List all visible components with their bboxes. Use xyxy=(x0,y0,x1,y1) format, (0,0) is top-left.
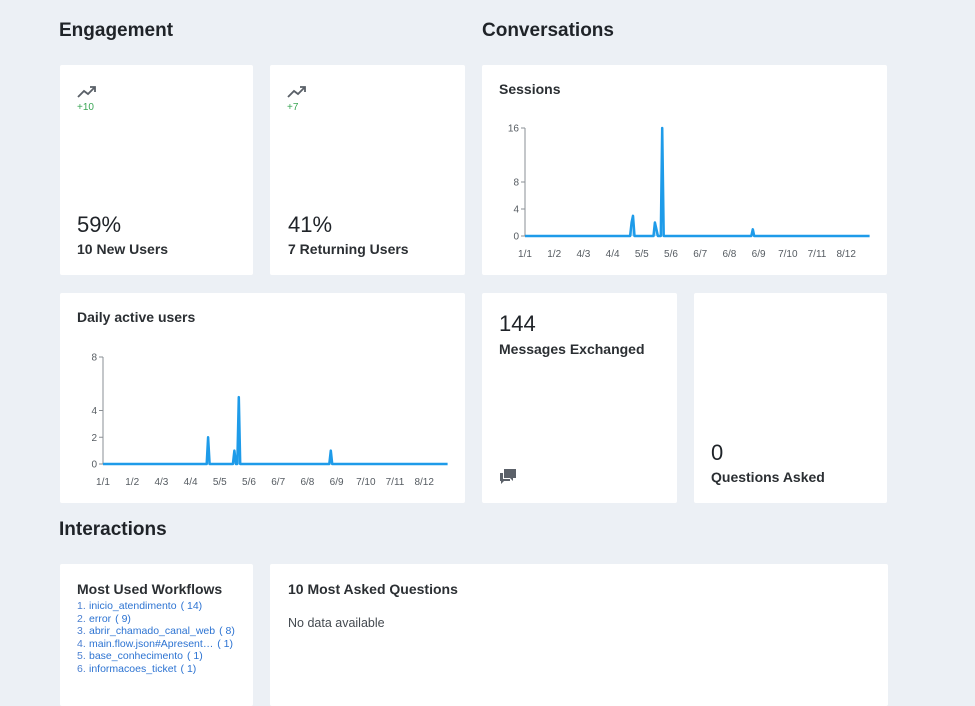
x-tick-label: 7/11 xyxy=(808,249,827,260)
x-tick-label: 6/7 xyxy=(271,477,285,488)
series-line xyxy=(525,126,870,238)
x-tick-label: 8/12 xyxy=(414,477,434,488)
workflow-count: ( 1) xyxy=(186,650,203,663)
trending-up-icon xyxy=(287,86,306,98)
list-item[interactable]: 3. abrir_chamado_canal_web( 8) xyxy=(77,625,247,638)
workflow-number: 6. xyxy=(77,662,86,675)
series-area xyxy=(103,397,448,464)
returning-users-percent: 41% xyxy=(288,212,333,237)
x-tick-label: 6/8 xyxy=(722,249,736,260)
workflow-count: ( 9) xyxy=(115,612,131,625)
workflow-count: ( 8) xyxy=(219,625,235,638)
x-tick-label: 5/5 xyxy=(635,249,649,260)
x-tick-label: 7/10 xyxy=(778,249,798,260)
workflows-title: Most Used Workflows xyxy=(77,581,223,597)
x-tick-label: 7/11 xyxy=(386,477,405,488)
engagement-section-title: Engagement xyxy=(59,20,174,41)
workflows-card: Most Used Workflows 1. inicio_atendimento… xyxy=(60,564,253,706)
x-tick-label: 4/3 xyxy=(576,249,590,260)
dau-chart: 0 2 4 8 1/1 1/2 4/3 4/4 5/5 5/6 6/7 6/8 6/9 7/10 7/11 8… xyxy=(91,353,448,488)
workflow-number: 4. xyxy=(77,637,86,650)
workflow-link[interactable]: base_conhecimento xyxy=(89,650,183,663)
messages-label: Messages Exchanged xyxy=(499,341,645,357)
workflow-number: 2. xyxy=(77,612,86,625)
y-tick-label: 2 xyxy=(91,433,97,444)
series-area xyxy=(525,128,870,236)
y-tick-label: 16 xyxy=(508,124,520,135)
list-item[interactable]: 4. main.flow.json#Apresent… ( 1) xyxy=(77,638,247,651)
list-item[interactable]: 2. error( 9) xyxy=(77,613,247,626)
x-tick-label: 1/2 xyxy=(125,477,139,488)
y-tick-label: 8 xyxy=(91,353,97,364)
messages-card: 144 Messages Exchanged xyxy=(482,293,677,503)
x-tick-label: 1/2 xyxy=(547,249,561,260)
chat-bubbles-icon xyxy=(500,469,516,484)
no-data-message: No data available xyxy=(288,616,385,630)
workflow-number: 5. xyxy=(77,650,86,663)
workflows-list: 1. inicio_atendimento( 14) 2. error( 9) 3.… xyxy=(77,600,247,676)
workflow-count: ( 1) xyxy=(180,662,197,675)
workflow-link[interactable]: inicio_atendimento xyxy=(89,600,177,612)
messages-count: 144 xyxy=(499,311,536,336)
y-tick-label: 4 xyxy=(513,205,519,216)
y-tick-label: 4 xyxy=(91,406,97,417)
x-tick-label: 5/6 xyxy=(664,249,678,260)
workflow-link[interactable]: informacoes_ticket xyxy=(89,662,177,675)
workflow-number: 3. xyxy=(77,625,86,638)
new-users-card: +10 59% 10 New Users xyxy=(60,65,253,275)
new-users-label: 10 New Users xyxy=(77,241,169,257)
workflow-link[interactable]: error xyxy=(89,612,112,625)
returning-users-card: +7 41% 7 Returning Users xyxy=(270,65,465,275)
interactions-section-title: Interactions xyxy=(59,519,167,540)
sessions-card: Sessions 0 4 8 16 1/1 1/2 4/3 4/4 5/5 5/6 6/7 6/8 6/… xyxy=(482,65,887,275)
x-tick-label: 8/12 xyxy=(836,249,856,260)
workflow-link[interactable]: main.flow.json#Apresent… xyxy=(89,637,213,650)
x-tick-label: 6/9 xyxy=(752,249,766,260)
y-tick-label: 0 xyxy=(513,232,519,243)
workflow-link[interactable]: abrir_chamado_canal_web xyxy=(89,625,216,638)
asked-questions-card: 10 Most Asked Questions No data availabl… xyxy=(270,564,888,706)
x-tick-label: 1/1 xyxy=(518,249,532,260)
sessions-chart: 0 4 8 16 1/1 1/2 4/3 4/4 5/5 5/6 6/7 6/8 6/9 7/10 7/11… xyxy=(508,124,870,260)
questions-card: 0 Questions Asked xyxy=(694,293,887,503)
x-tick-label: 6/8 xyxy=(300,477,314,488)
x-tick-label: 4/4 xyxy=(606,249,620,260)
x-tick-label: 6/9 xyxy=(330,477,344,488)
dau-chart-title: Daily active users xyxy=(77,309,196,325)
x-tick-label: 1/1 xyxy=(96,477,110,488)
list-item[interactable]: 1. inicio_atendimento( 14) xyxy=(77,600,247,613)
x-tick-label: 6/7 xyxy=(693,249,707,260)
asked-questions-title: 10 Most Asked Questions xyxy=(288,581,458,597)
dau-card: Daily active users 0 2 4 8 1/1 1/2 4/3 4/4 5/5 5/… xyxy=(60,293,465,503)
returning-users-label: 7 Returning Users xyxy=(288,241,409,257)
workflow-count: ( 14) xyxy=(180,600,203,612)
new-users-percent: 59% xyxy=(77,212,122,237)
questions-label: Questions Asked xyxy=(711,469,825,485)
y-tick-label: 8 xyxy=(513,178,519,189)
returning-users-delta: +7 xyxy=(287,102,299,113)
workflow-count: ( 1) xyxy=(217,637,233,650)
x-tick-label: 5/6 xyxy=(242,477,256,488)
new-users-delta: +10 xyxy=(77,102,94,113)
y-tick-label: 0 xyxy=(91,460,97,471)
trending-up-icon xyxy=(77,86,96,98)
questions-count: 0 xyxy=(711,440,724,465)
x-tick-label: 4/4 xyxy=(184,477,198,488)
x-tick-label: 4/3 xyxy=(154,477,168,488)
list-item[interactable]: 5. base_conhecimento( 1) xyxy=(77,650,247,663)
workflow-number: 1. xyxy=(77,600,86,612)
sessions-chart-title: Sessions xyxy=(499,81,561,97)
x-tick-label: 5/5 xyxy=(213,477,227,488)
series-line xyxy=(103,395,448,466)
list-item[interactable]: 6. informacoes_ticket( 1) xyxy=(77,663,247,676)
conversations-section-title: Conversations xyxy=(482,20,614,41)
x-tick-label: 7/10 xyxy=(356,477,376,488)
